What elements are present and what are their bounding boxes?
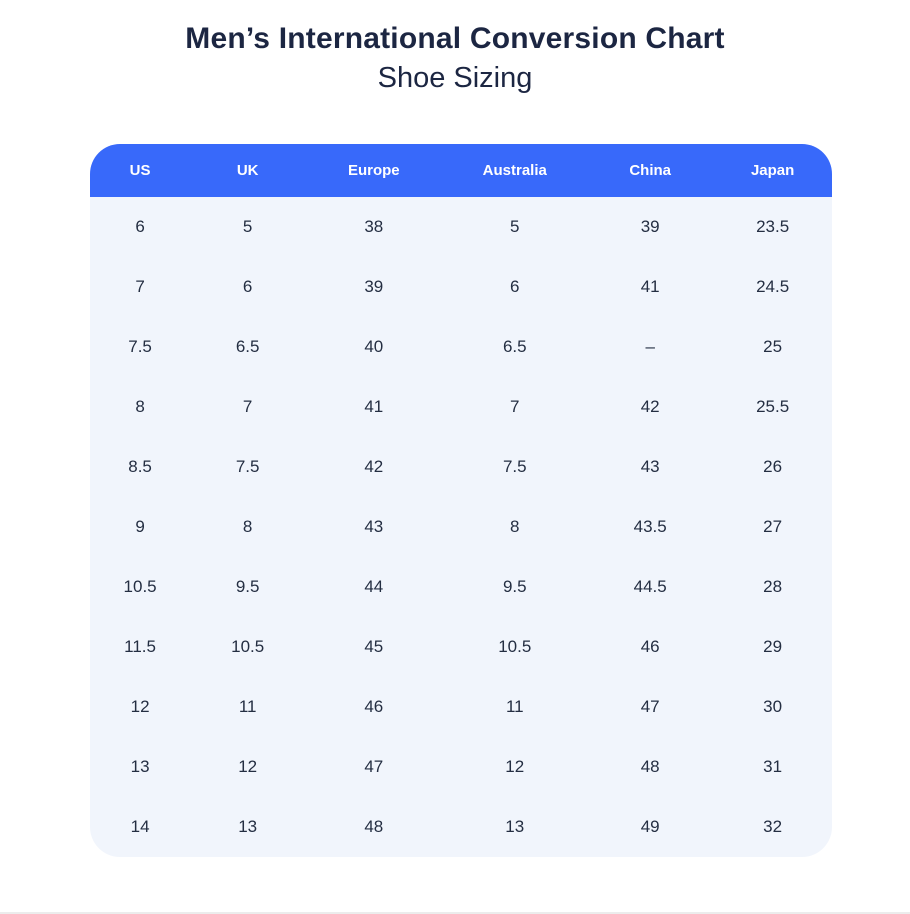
table-cell-uk: 7.5 xyxy=(190,436,306,497)
table-row: 7 6 39 6 41 24.5 xyxy=(90,256,832,317)
table-cell-uk: 9.5 xyxy=(190,556,306,617)
table-cell-japan: 23.5 xyxy=(713,196,832,257)
table-cell-europe: 46 xyxy=(305,676,443,737)
table-cell-us: 10.5 xyxy=(90,556,191,617)
table-cell-us: 6 xyxy=(90,196,191,257)
page-title: Men’s International Conversion Chart xyxy=(185,22,725,55)
table-cell-uk: 12 xyxy=(190,736,306,797)
table-cell-europe: 45 xyxy=(305,616,443,677)
table-cell-china: 39 xyxy=(587,196,714,257)
table-cell-china: 42 xyxy=(587,376,714,437)
table-body: 6 5 38 5 39 23.5 7 6 39 6 41 24.5 7.5 6.5 40 6.5–25 8 7 41… xyxy=(90,196,832,857)
table-cell-us: 7 xyxy=(90,256,191,317)
table-cell-europe: 44 xyxy=(305,556,443,617)
table-cell-australia: 7.5 xyxy=(442,436,588,497)
table-cell-china: – xyxy=(587,316,714,377)
table-cell-uk: 11 xyxy=(190,676,306,737)
table-cell-us: 14 xyxy=(90,796,191,857)
conversion-table: US UK Europe Australia China Japan 6 5 38 5 39 23.… xyxy=(90,143,832,857)
table-row: 8 7 41 7 42 25.5 xyxy=(90,376,832,437)
table-cell-us: 9 xyxy=(90,496,191,557)
table-cell-us: 13 xyxy=(90,736,191,797)
table-cell-australia: 12 xyxy=(442,736,588,797)
table-cell-china: 41 xyxy=(587,256,714,317)
table-header-row: US UK Europe Australia China Japan xyxy=(90,143,832,197)
table-cell-japan: 27 xyxy=(713,496,832,557)
table-cell-china: 48 xyxy=(587,736,714,797)
table-cell-uk: 8 xyxy=(190,496,306,557)
table-cell-japan: 32 xyxy=(713,796,832,857)
table-cell-australia: 11 xyxy=(442,676,588,737)
table-cell-japan: 29 xyxy=(713,616,832,677)
table-cell-us: 12 xyxy=(90,676,191,737)
table-row: 12 11 46 11 47 30 xyxy=(90,676,832,737)
table-row: 8.5 7.5 42 7.5 43 26 xyxy=(90,436,832,497)
column-header-china: China xyxy=(587,143,714,197)
table-row: 14 13 48 13 49 32 xyxy=(90,796,832,857)
table-cell-china: 47 xyxy=(587,676,714,737)
table-cell-uk: 10.5 xyxy=(190,616,306,677)
table-cell-japan: 30 xyxy=(713,676,832,737)
table-cell-china: 46 xyxy=(587,616,714,677)
table-cell-australia: 7 xyxy=(442,376,588,437)
table-cell-australia: 8 xyxy=(442,496,588,557)
table-cell-china: 43.5 xyxy=(587,496,714,557)
table-cell-japan: 24.5 xyxy=(713,256,832,317)
table-cell-us: 11.5 xyxy=(90,616,191,677)
table-cell-us: 8 xyxy=(90,376,191,437)
table-cell-europe: 38 xyxy=(305,196,443,257)
table-cell-australia: 5 xyxy=(442,196,588,257)
conversion-table-card: US UK Europe Australia China Japan 6 5 38 5 39 23.… xyxy=(90,143,832,857)
table-row: 10.5 9.5 44 9.5 44.5 28 xyxy=(90,556,832,617)
table-cell-australia: 13 xyxy=(442,796,588,857)
table-cell-china: 44.5 xyxy=(587,556,714,617)
table-cell-japan: 31 xyxy=(713,736,832,797)
table-cell-europe: 40 xyxy=(305,316,443,377)
table-row: 13 12 47 12 48 31 xyxy=(90,736,832,797)
table-cell-china: 49 xyxy=(587,796,714,857)
column-header-uk: UK xyxy=(190,143,306,197)
table-cell-australia: 6 xyxy=(442,256,588,317)
table-cell-australia: 10.5 xyxy=(442,616,588,677)
table-cell-australia: 9.5 xyxy=(442,556,588,617)
column-header-europe: Europe xyxy=(305,143,443,197)
table-row: 9 8 43 8 43.5 27 xyxy=(90,496,832,557)
table-row: 11.5 10.5 45 10.5 46 29 xyxy=(90,616,832,677)
table-cell-europe: 48 xyxy=(305,796,443,857)
table-cell-europe: 41 xyxy=(305,376,443,437)
table-cell-china: 43 xyxy=(587,436,714,497)
table-cell-europe: 43 xyxy=(305,496,443,557)
table-cell-europe: 39 xyxy=(305,256,443,317)
table-cell-europe: 47 xyxy=(305,736,443,797)
table-cell-uk: 6 xyxy=(190,256,306,317)
table-cell-japan: 25 xyxy=(713,316,832,377)
table-cell-uk: 5 xyxy=(190,196,306,257)
table-cell-japan: 25.5 xyxy=(713,376,832,437)
column-header-australia: Australia xyxy=(442,143,588,197)
table-cell-japan: 28 xyxy=(713,556,832,617)
table-cell-japan: 26 xyxy=(713,436,832,497)
column-header-us: US xyxy=(90,143,191,197)
table-cell-australia: 6.5 xyxy=(442,316,588,377)
table-cell-uk: 13 xyxy=(190,796,306,857)
column-header-japan: Japan xyxy=(713,143,832,197)
table-cell-us: 7.5 xyxy=(90,316,191,377)
table-row: 6 5 38 5 39 23.5 xyxy=(90,196,832,257)
table-cell-us: 8.5 xyxy=(90,436,191,497)
table-cell-uk: 7 xyxy=(190,376,306,437)
page-subtitle: Shoe Sizing xyxy=(377,61,533,94)
table-cell-uk: 6.5 xyxy=(190,316,306,377)
table-row: 7.5 6.5 40 6.5–25 xyxy=(90,316,832,377)
table-cell-europe: 42 xyxy=(305,436,443,497)
